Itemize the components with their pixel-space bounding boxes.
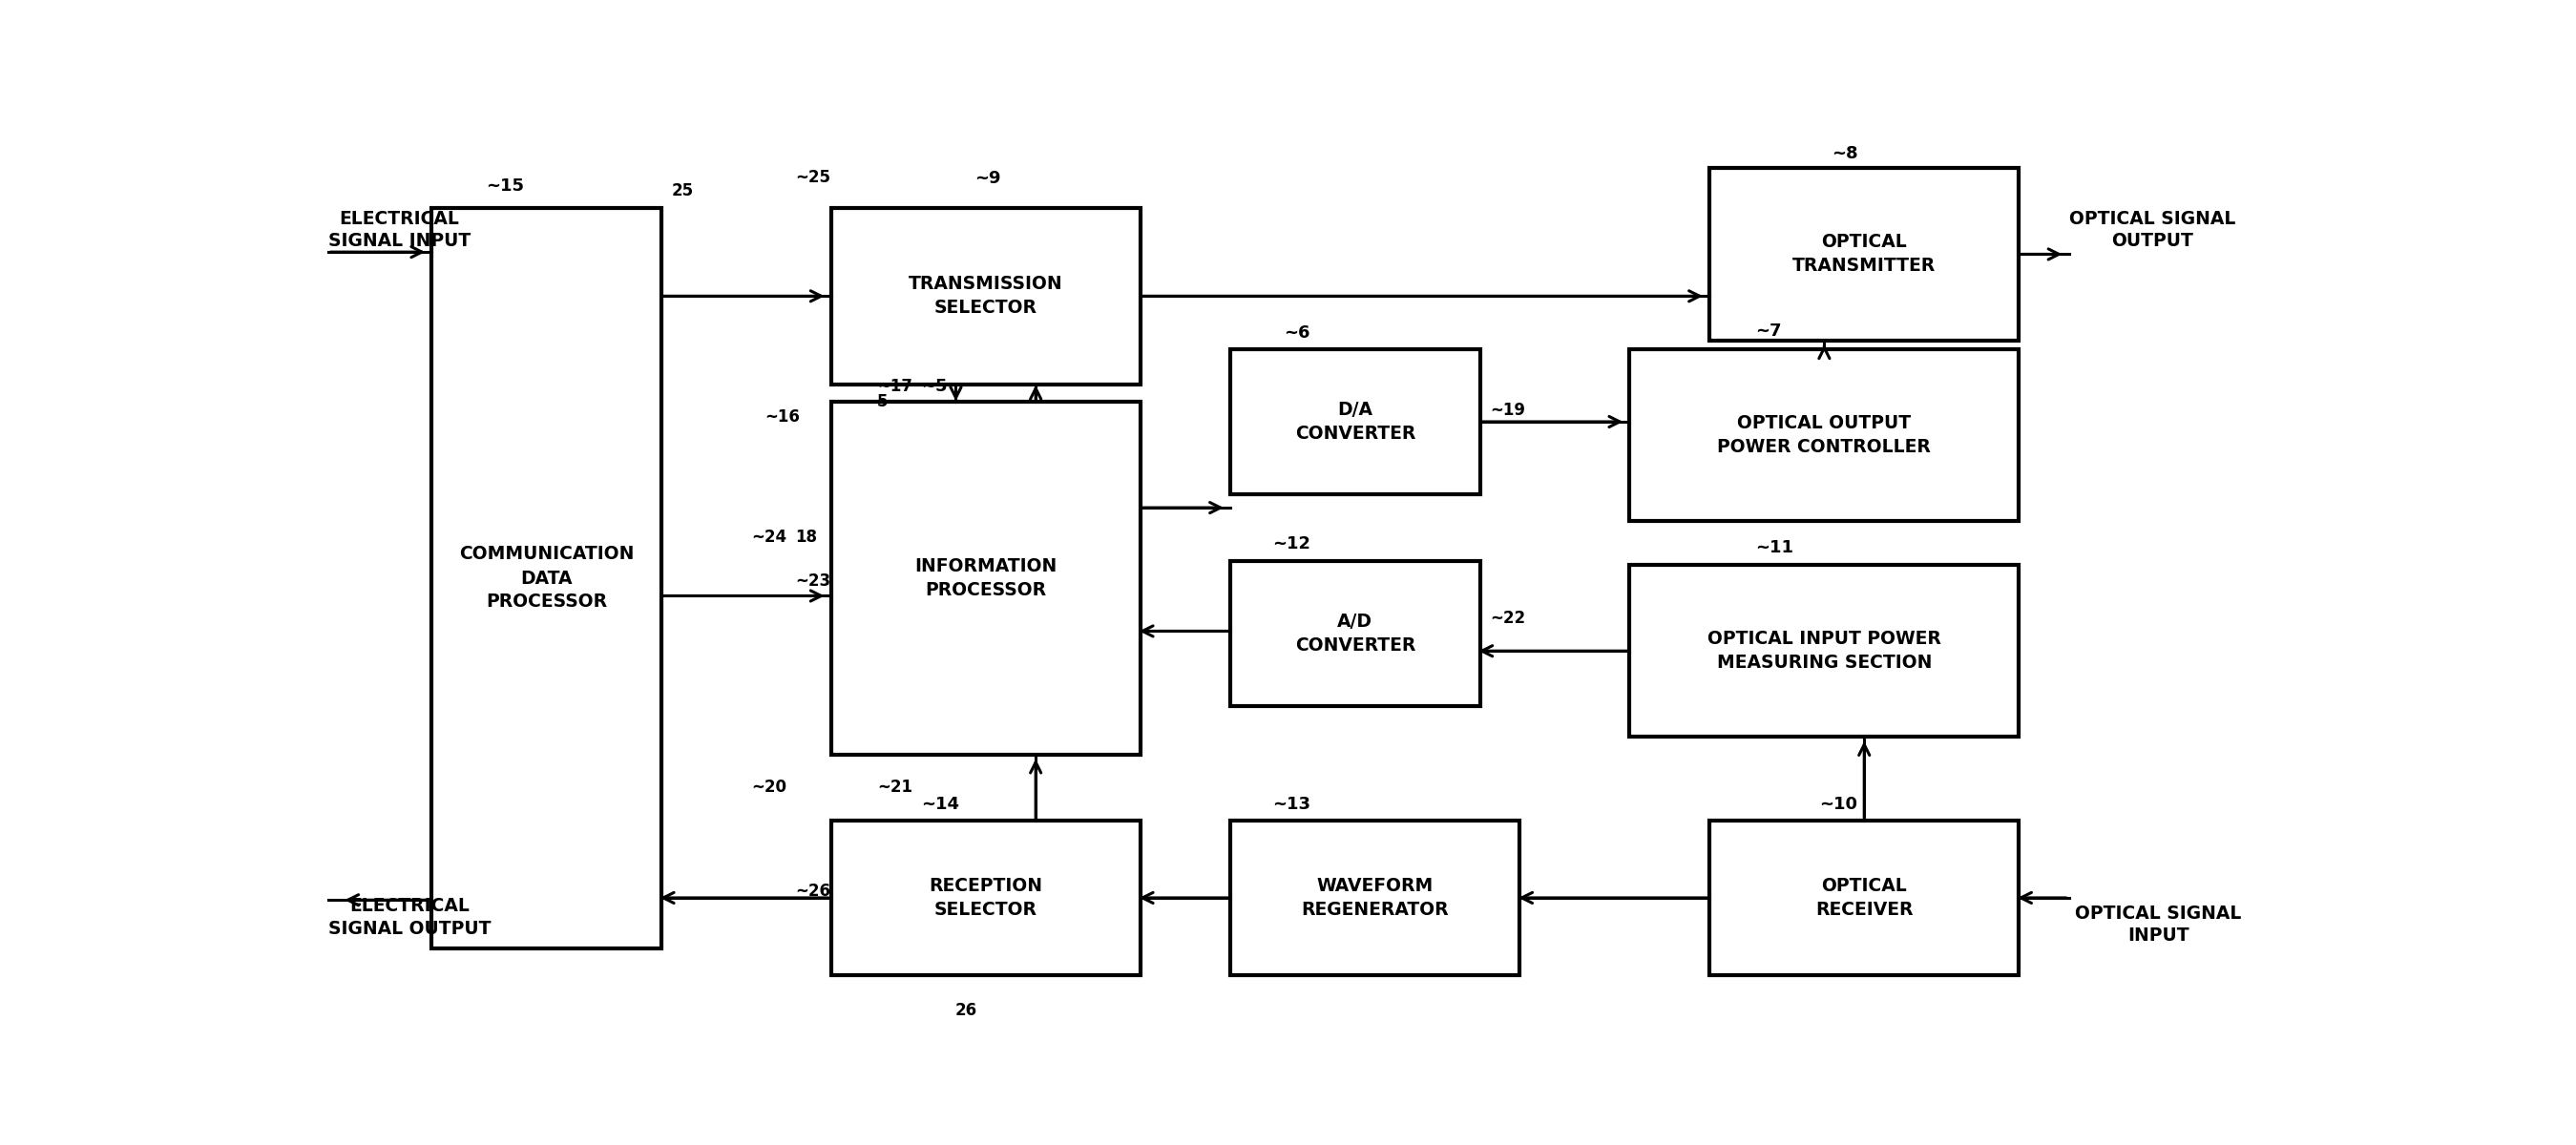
Text: OPTICAL SIGNAL
OUTPUT: OPTICAL SIGNAL OUTPUT [2069, 210, 2236, 251]
Text: OPTICAL OUTPUT
POWER CONTROLLER: OPTICAL OUTPUT POWER CONTROLLER [1718, 414, 1932, 456]
Bar [832, 402, 1141, 755]
Text: ~5: ~5 [922, 378, 948, 395]
Text: OPTICAL INPUT POWER
MEASURING SECTION: OPTICAL INPUT POWER MEASURING SECTION [1708, 630, 1942, 672]
Text: ~16: ~16 [765, 409, 801, 426]
Text: ~21: ~21 [876, 779, 912, 796]
Text: 25: 25 [672, 182, 693, 199]
Bar [1231, 821, 1520, 976]
Text: A/D
CONVERTER: A/D CONVERTER [1296, 613, 1414, 654]
Text: ~10: ~10 [1819, 796, 1857, 813]
Text: TRANSMISSION
SELECTOR: TRANSMISSION SELECTOR [909, 275, 1064, 317]
Text: INFORMATION
PROCESSOR: INFORMATION PROCESSOR [914, 558, 1056, 599]
Text: ~11: ~11 [1754, 539, 1793, 556]
Text: OPTICAL SIGNAL
INPUT: OPTICAL SIGNAL INPUT [2074, 905, 2241, 945]
Text: ELECTRICAL
SIGNAL OUTPUT: ELECTRICAL SIGNAL OUTPUT [327, 898, 489, 938]
Text: ~14: ~14 [922, 796, 958, 813]
Text: ~24: ~24 [752, 528, 786, 545]
Bar [832, 821, 1141, 976]
Bar [1631, 349, 2020, 521]
Text: COMMUNICATION
DATA
PROCESSOR: COMMUNICATION DATA PROCESSOR [459, 545, 634, 611]
Text: ~25: ~25 [796, 168, 829, 185]
Text: 18: 18 [796, 528, 817, 545]
Bar [433, 208, 662, 948]
Text: OPTICAL
RECEIVER: OPTICAL RECEIVER [1816, 877, 1914, 918]
Text: ~22: ~22 [1489, 609, 1525, 626]
Text: ~9: ~9 [974, 171, 1002, 188]
Text: OPTICAL
TRANSMITTER: OPTICAL TRANSMITTER [1793, 234, 1937, 275]
Text: ~23: ~23 [796, 572, 829, 590]
Text: ~15: ~15 [487, 177, 523, 195]
Text: RECEPTION
SELECTOR: RECEPTION SELECTOR [930, 877, 1043, 918]
Text: ~7: ~7 [1754, 323, 1783, 340]
Text: WAVEFORM
REGENERATOR: WAVEFORM REGENERATOR [1301, 877, 1448, 918]
Bar [1710, 168, 2020, 340]
Text: ~8: ~8 [1832, 144, 1857, 161]
Text: ~17: ~17 [876, 378, 912, 395]
Bar [1631, 564, 2020, 737]
Text: ~13: ~13 [1273, 796, 1311, 813]
Text: ELECTRICAL
SIGNAL INPUT: ELECTRICAL SIGNAL INPUT [327, 210, 471, 251]
Text: ~19: ~19 [1489, 402, 1525, 419]
Text: ~20: ~20 [752, 779, 786, 796]
Bar [1710, 821, 2020, 976]
Text: 5: 5 [876, 394, 889, 411]
Text: ~26: ~26 [796, 883, 829, 900]
Text: 26: 26 [956, 1002, 976, 1019]
Bar [1231, 561, 1479, 706]
Text: ~6: ~6 [1285, 324, 1311, 341]
Text: ~12: ~12 [1273, 535, 1311, 552]
Bar [1231, 349, 1479, 495]
Text: D/A
CONVERTER: D/A CONVERTER [1296, 401, 1414, 443]
Bar [832, 208, 1141, 385]
